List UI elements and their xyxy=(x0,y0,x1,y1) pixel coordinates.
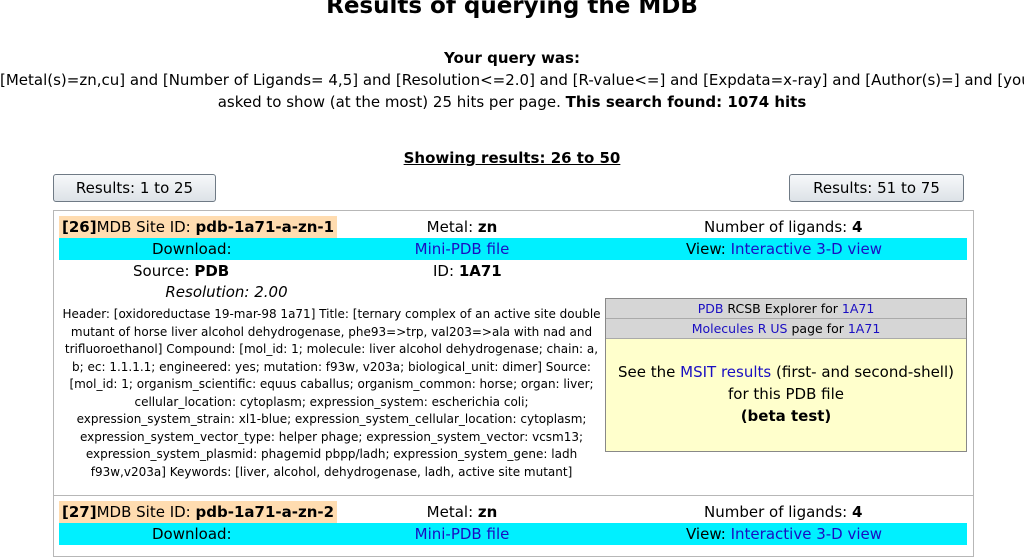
query-text-continued: asked to show (at the most) 25 hits per … xyxy=(217,93,561,111)
rcsb-explorer-text: RCSB Explorer for xyxy=(727,301,838,316)
next-results-button[interactable]: Results: 51 to 75 xyxy=(789,174,964,202)
pdb-header-text: Header: [oxidoreductase 19-mar-98 1a71] … xyxy=(62,307,601,479)
msit-suffix: (first- and second-shell) xyxy=(776,363,954,381)
ligands-value: 4 xyxy=(851,503,863,521)
query-heading: Your query was: xyxy=(444,49,580,67)
msit-line-3: (beta test) xyxy=(740,407,832,425)
rcsb-pdb-id-link[interactable]: 1A71 xyxy=(841,301,875,316)
msit-box: See the MSIT results (first- and second-… xyxy=(606,339,966,451)
ligands-field: Number of ligands: 4 xyxy=(704,216,862,238)
view-field: View: Interactive 3-D view xyxy=(686,523,882,545)
download-label: Download: xyxy=(152,525,232,543)
result-number: [27] xyxy=(62,503,97,521)
download-label: Download: xyxy=(152,240,232,258)
site-id-label: [26]MDB Site ID: pdb-1a71-a-zn-1 xyxy=(59,216,338,238)
showing-results: Showing results: 26 to 50 xyxy=(403,149,621,167)
msit-line-1: See the MSIT results (first- and second-… xyxy=(606,361,966,383)
view-label: View: xyxy=(686,240,726,258)
result-summary-row: [27]MDB Site ID: pdb-1a71-a-zn-2 Metal: … xyxy=(59,501,967,523)
molecules-r-us-text: page for xyxy=(791,321,844,336)
msit-prefix: See the xyxy=(618,363,676,381)
result-card: [27]MDB Site ID: pdb-1a71-a-zn-2 Metal: … xyxy=(53,495,974,557)
ligands-label: Number of ligands: xyxy=(704,218,848,236)
site-id-caption: MDB Site ID: xyxy=(96,503,191,521)
msit-results-link[interactable]: MSIT results xyxy=(680,363,772,381)
msit-line-2: for this PDB file xyxy=(727,385,845,403)
previous-results-button[interactable]: Results: 1 to 25 xyxy=(53,174,216,202)
pdb-id-label: ID: xyxy=(433,262,455,280)
site-id: pdb-1a71-a-zn-2 xyxy=(195,503,335,521)
pdb-link[interactable]: PDB xyxy=(697,301,724,316)
hit-count: This search found: 1074 hits xyxy=(565,93,807,111)
molecules-r-us-row: Molecules R US page for 1A71 xyxy=(606,319,966,339)
ligands-field: Number of ligands: 4 xyxy=(704,501,862,523)
download-row: Download: Mini-PDB file View: Interactiv… xyxy=(59,523,967,545)
molecules-r-us-link[interactable]: Molecules R US xyxy=(691,321,788,336)
view-field: View: Interactive 3-D view xyxy=(686,238,882,260)
metal-value: zn xyxy=(477,503,498,521)
source-field: Source: PDB xyxy=(133,260,229,282)
interactive-3d-view-link[interactable]: Interactive 3-D view xyxy=(730,240,883,258)
query-text: [Metal(s)=zn,cu] and [Number of Ligands=… xyxy=(0,71,1024,89)
download-row: Download: Mini-PDB file View: Interactiv… xyxy=(59,238,967,260)
page-title: Results of querying the MDB xyxy=(326,0,698,19)
view-label: View: xyxy=(686,525,726,543)
source-value: PDB xyxy=(194,262,230,280)
result-number: [26] xyxy=(62,218,97,236)
pdb-id-field: ID: 1A71 xyxy=(433,260,502,282)
mini-pdb-link[interactable]: Mini-PDB file xyxy=(414,525,510,543)
metal-value: zn xyxy=(477,218,498,236)
metal-field: Metal: zn xyxy=(312,501,612,523)
external-links-panel: PDB RCSB Explorer for 1A71 Molecules R U… xyxy=(605,298,967,452)
resolution: Resolution: 2.00 xyxy=(165,283,288,301)
result-summary-row: [26]MDB Site ID: pdb-1a71-a-zn-1 Metal: … xyxy=(59,216,967,238)
rcsb-explorer-row: PDB RCSB Explorer for 1A71 xyxy=(606,299,966,319)
source-label: Source: xyxy=(133,262,190,280)
source-row: Source: PDB ID: 1A71 xyxy=(59,260,967,282)
interactive-3d-view-link[interactable]: Interactive 3-D view xyxy=(730,525,883,543)
result-card: [26]MDB Site ID: pdb-1a71-a-zn-1 Metal: … xyxy=(53,210,974,497)
mrus-pdb-id-link[interactable]: 1A71 xyxy=(847,321,881,336)
ligands-value: 4 xyxy=(851,218,863,236)
site-id-caption: MDB Site ID: xyxy=(96,218,191,236)
ligands-label: Number of ligands: xyxy=(704,503,848,521)
site-id-label: [27]MDB Site ID: pdb-1a71-a-zn-2 xyxy=(59,501,338,523)
metal-field: Metal: zn xyxy=(312,216,612,238)
metal-label: Metal: xyxy=(426,503,474,521)
query-summary: asked to show (at the most) 25 hits per … xyxy=(0,93,1024,111)
site-id: pdb-1a71-a-zn-1 xyxy=(195,218,335,236)
mini-pdb-link[interactable]: Mini-PDB file xyxy=(414,240,510,258)
metal-label: Metal: xyxy=(426,218,474,236)
pdb-id-value: 1A71 xyxy=(458,262,502,280)
